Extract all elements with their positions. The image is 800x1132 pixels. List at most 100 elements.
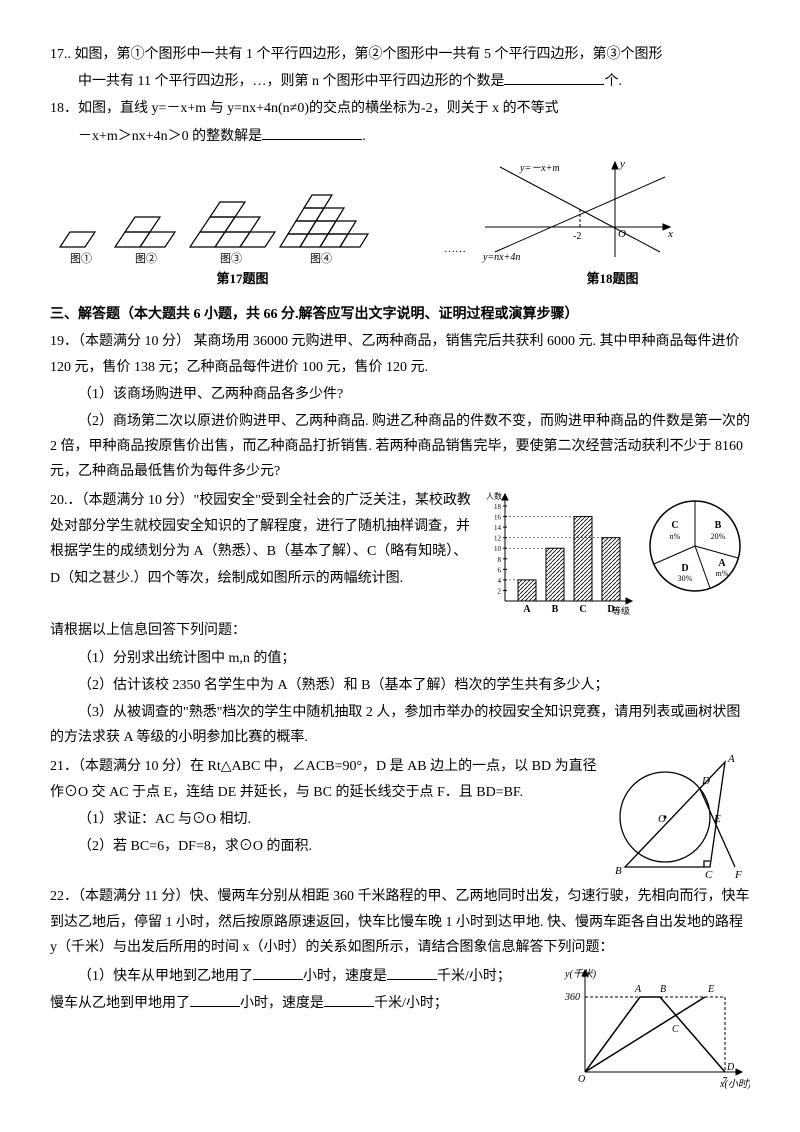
pt: F bbox=[734, 869, 742, 881]
svg-text:A: A bbox=[718, 558, 726, 569]
t: 个图形 bbox=[621, 47, 663, 62]
q20-p3: （3）从被调查的"熟悉"档次的学生中随机抽取 2 人，参加市举办的校园安全知识竞… bbox=[50, 700, 750, 750]
fig-label: 图① bbox=[70, 252, 92, 265]
pie-chart-icon: Cn% B20% Am% D30% bbox=[640, 486, 750, 606]
tick: 360 bbox=[564, 992, 580, 1003]
q18-figure: x y O -2 y=－x+m y=nx+4n 第18题图 bbox=[475, 157, 750, 290]
svg-text:30%: 30% bbox=[678, 574, 693, 583]
blank-input[interactable] bbox=[324, 992, 374, 1007]
q21-p2: （2）若 BC=6，DF=8，求⊙O 的面积. bbox=[50, 834, 610, 859]
blank-input[interactable] bbox=[253, 965, 303, 980]
pt: E bbox=[713, 813, 721, 825]
section-3-title: 三、解答题（本大题共 6 小题，共 66 分.解答应写出文字说明、证明过程或演算… bbox=[50, 302, 750, 327]
q20-text: 20.．（本题满分 10 分）"校园安全"受到全社会的广泛关注，某校政教处对部分… bbox=[50, 486, 480, 616]
t: 个. bbox=[604, 74, 622, 89]
pt: A bbox=[634, 984, 642, 995]
q20-pie-chart: Cn% B20% Am% D30% bbox=[640, 486, 750, 616]
axis-label: y bbox=[619, 158, 625, 170]
q22-p2: 慢车从乙地到甲地用了 小时，速度是 千米/小时； bbox=[50, 991, 560, 1016]
t: 千米/小时； bbox=[374, 996, 448, 1011]
axis-label: x bbox=[667, 228, 673, 240]
t: 个图形中一共有 5 个平行四边形，第 bbox=[383, 47, 607, 62]
lines-intersection-icon: x y O -2 y=－x+m y=nx+4n bbox=[475, 157, 675, 267]
q21-row: 21．（本题满分 10 分）在 Rt△ABC 中，∠ACB=90°，D 是 AB… bbox=[50, 752, 750, 882]
svg-text:4: 4 bbox=[498, 577, 502, 585]
line-label: y=nx+4n bbox=[482, 252, 520, 263]
svg-text:m%: m% bbox=[716, 569, 729, 578]
q17-line1: 17.. 如图，第①个图形中一共有 1 个平行四边形，第②个图形中一共有 5 个… bbox=[50, 42, 750, 67]
pt: A bbox=[727, 753, 735, 765]
xlabel: 等级 bbox=[612, 605, 630, 616]
q22-row: （1）快车从甲地到乙地用了小时，速度是千米/小时； 慢车从乙地到甲地用了小时，速… bbox=[50, 962, 750, 1092]
svg-text:B: B bbox=[715, 520, 722, 531]
circle-2-icon: ② bbox=[369, 47, 383, 62]
q22-stem: 22．（本题满分 11 分）快、慢两车分别从相距 360 千米路程的甲、乙两地同… bbox=[50, 884, 750, 960]
pt: C bbox=[672, 1024, 679, 1035]
parallelogram-sequence-icon: 图① 图② 图③ 图④ bbox=[50, 177, 370, 267]
circle-3-icon: ③ bbox=[607, 47, 621, 62]
pt: E bbox=[707, 984, 714, 995]
q20-stem: 20.．（本题满分 10 分）"校园安全"受到全社会的广泛关注，某校政教处对部分… bbox=[50, 488, 480, 564]
q17-figure: 图① 图② 图③ 图④ 第17题图 bbox=[50, 177, 435, 290]
q20-p1: （1）分别求出统计图中 m,n 的值； bbox=[50, 646, 750, 671]
svg-text:C: C bbox=[671, 520, 678, 531]
q17-line2: 中一共有 11 个平行四边形，…，则第 n 个图形中平行四边形的个数是 个. bbox=[50, 69, 750, 94]
circle-triangle-icon: A B C D E F O bbox=[610, 752, 750, 882]
q17-caption: 第17题图 bbox=[50, 267, 435, 290]
q19-stem: 19．（本题满分 10 分） 某商场用 36000 元购进甲、乙两种商品，销售完… bbox=[50, 329, 750, 379]
q20-row: 20.．（本题满分 10 分）"校园安全"受到全社会的广泛关注，某校政教处对部分… bbox=[50, 486, 750, 616]
q19-part1: （1）该商场购进甲、乙两种商品各多少件? bbox=[50, 382, 750, 407]
blank-input[interactable] bbox=[262, 125, 362, 140]
q20-stem-b: D（知之甚少.）四个等次，绘制成如图所示的两幅统计图. bbox=[50, 566, 480, 591]
q20-p2: （2）估计该校 2350 名学生中为 A（熟悉）和 B（基本了解）档次的学生共有… bbox=[50, 673, 750, 698]
tick-label: -2 bbox=[573, 231, 581, 242]
t: 个图形中一共有 1 个平行四边形，第 bbox=[145, 47, 369, 62]
q18-line2: －x+m＞nx+4n＞0 的整数解是. bbox=[50, 124, 750, 149]
svg-text:图③: 图③ bbox=[220, 252, 242, 265]
svg-text:18: 18 bbox=[494, 503, 502, 511]
svg-text:16: 16 bbox=[494, 514, 502, 522]
svg-text:2: 2 bbox=[498, 588, 502, 596]
line-label: y=－x+m bbox=[519, 163, 560, 174]
svg-text:8: 8 bbox=[498, 556, 502, 564]
blank-input[interactable] bbox=[504, 70, 604, 85]
t: 17.. 如图，第 bbox=[50, 47, 131, 62]
ellipsis-icon: …… bbox=[435, 240, 475, 290]
svg-text:20%: 20% bbox=[711, 532, 726, 541]
svg-text:14: 14 bbox=[494, 525, 502, 533]
blank-input[interactable] bbox=[387, 965, 437, 980]
t: （1）快车从甲地到乙地用了 bbox=[78, 969, 253, 984]
q20-prompt: 请根据以上信息回答下列问题： bbox=[50, 618, 750, 643]
svg-text:B: B bbox=[552, 604, 559, 615]
t: 慢车从乙地到甲地用了 bbox=[50, 996, 190, 1011]
svg-text:12: 12 bbox=[494, 535, 502, 543]
t: 小时，速度是 bbox=[240, 996, 324, 1011]
origin-label: O bbox=[618, 228, 626, 240]
t: 中一共有 11 个平行四边形，…，则第 n 个图形中平行四边形的个数是 bbox=[78, 74, 504, 89]
t: 千米/小时； bbox=[437, 969, 511, 984]
pt: D bbox=[726, 1062, 735, 1073]
pt: B bbox=[615, 865, 622, 877]
svg-text:图②: 图② bbox=[135, 252, 157, 265]
origin: O bbox=[578, 1074, 585, 1085]
q21-figure: A B C D E F O bbox=[610, 752, 750, 882]
svg-text:10: 10 bbox=[494, 546, 502, 554]
svg-text:6: 6 bbox=[498, 567, 502, 575]
blank-input[interactable] bbox=[190, 992, 240, 1007]
circle-1-icon: ① bbox=[131, 47, 145, 62]
q19-part2: （2）商场第二次以原进价购进甲、乙两种商品. 购进乙种商品的件数不变，而购进甲种… bbox=[50, 409, 750, 485]
t: . bbox=[362, 129, 366, 144]
q18-caption: 第18题图 bbox=[475, 267, 750, 290]
ylabel: y(千米) bbox=[564, 968, 597, 980]
svg-text:C: C bbox=[579, 604, 586, 615]
svg-text:图④: 图④ bbox=[310, 252, 332, 265]
t: 小时，速度是 bbox=[303, 969, 387, 984]
bar-chart-icon: 人数 24681012141618 ABCD 等级 bbox=[480, 486, 640, 616]
pt: D bbox=[701, 775, 710, 787]
pt: O bbox=[658, 813, 666, 825]
q20-bar-chart: 人数 24681012141618 ABCD 等级 bbox=[480, 486, 640, 616]
q22-p1: （1）快车从甲地到乙地用了 小时，速度是 千米/小时； bbox=[50, 964, 560, 989]
svg-text:D: D bbox=[681, 563, 688, 574]
q18-line1: 18．如图，直线 y=－x+m 与 y=nx+4n(n≠0)的交点的横坐标为-2… bbox=[50, 96, 750, 121]
q21-stem: 21．（本题满分 10 分）在 Rt△ABC 中，∠ACB=90°，D 是 AB… bbox=[50, 754, 610, 804]
